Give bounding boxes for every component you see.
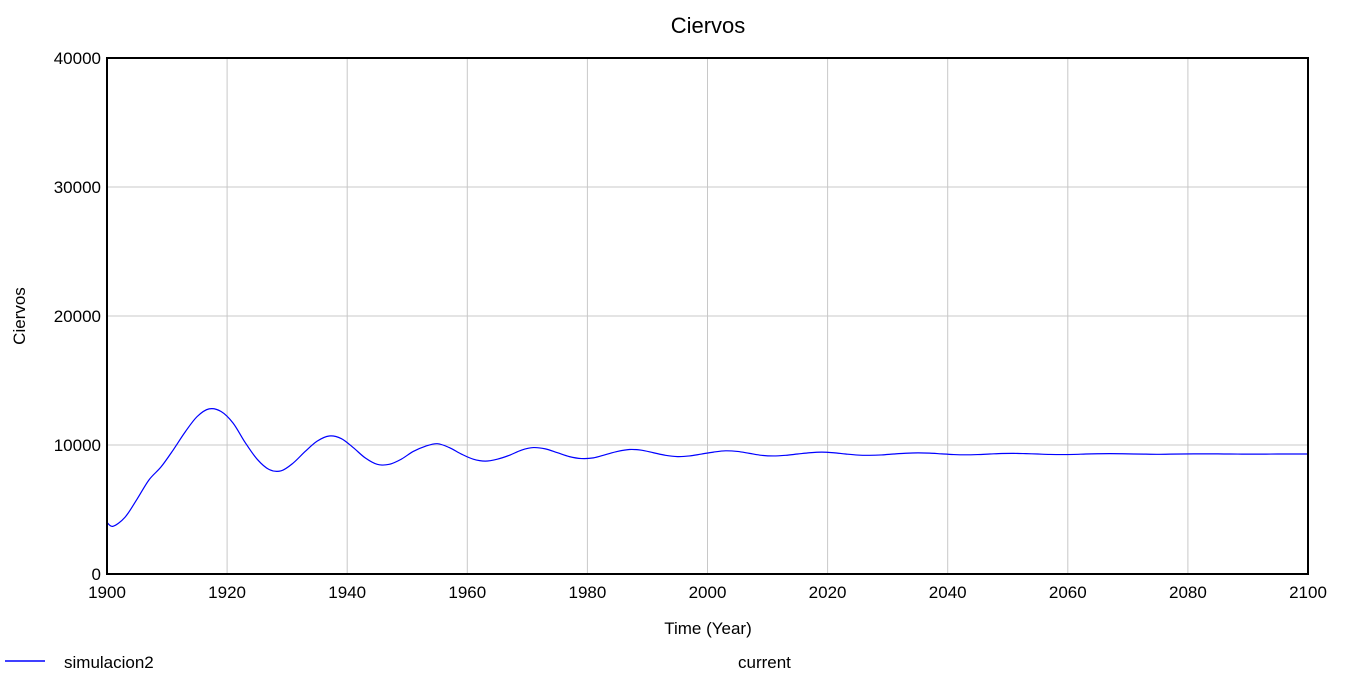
y-axis-title: Ciervos [10, 287, 29, 345]
legend: simulacion2 current [5, 653, 791, 672]
series-line-simulacion2 [106, 407, 1309, 527]
x-tick-label: 2000 [689, 583, 727, 602]
legend-label-current: current [738, 653, 791, 672]
grid-lines [107, 58, 1308, 574]
x-tick-label: 1940 [328, 583, 366, 602]
x-tick-label: 2060 [1049, 583, 1087, 602]
chart-title: Ciervos [671, 13, 746, 38]
x-tick-label: 1960 [448, 583, 486, 602]
x-tick-label: 1920 [208, 583, 246, 602]
x-tick-label: 2020 [809, 583, 847, 602]
x-axis-ticks: 1900 1920 1940 1960 1980 2000 2020 2040 2060 2080… [88, 583, 1327, 602]
x-axis-title: Time (Year) [664, 619, 752, 638]
x-tick-label: 2100 [1289, 583, 1327, 602]
y-axis-ticks: 0 10000 20000 30000 40000 [54, 49, 101, 584]
x-tick-label: 1980 [568, 583, 606, 602]
y-tick-label: 30000 [54, 178, 101, 197]
y-tick-label: 10000 [54, 436, 101, 455]
y-tick-label: 20000 [54, 307, 101, 326]
legend-label-simulacion2: simulacion2 [64, 653, 154, 672]
x-tick-label: 2040 [929, 583, 967, 602]
plot-frame [106, 57, 1309, 575]
y-tick-label: 0 [92, 565, 101, 584]
y-tick-label: 40000 [54, 49, 101, 68]
x-tick-label: 1900 [88, 583, 126, 602]
x-tick-label: 2080 [1169, 583, 1207, 602]
series-lines [106, 407, 1309, 527]
